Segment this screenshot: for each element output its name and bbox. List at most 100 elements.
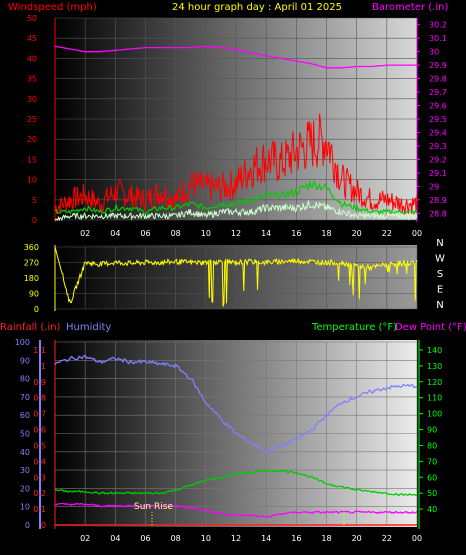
temperature-line xyxy=(54,469,418,497)
humidity-tick-label: 80 xyxy=(20,375,30,384)
rain-tick-label: 0.8 xyxy=(33,394,46,403)
wind-x-tick-label: 10 xyxy=(201,229,211,238)
temp-x-tick-label: 00 xyxy=(412,534,422,543)
barometer-tick-label: 29.6 xyxy=(429,102,447,111)
rain-tick-label: 0.9 xyxy=(33,378,46,387)
barometer-tick-label: 28.8 xyxy=(429,209,447,218)
dewpoint-line xyxy=(54,502,418,518)
wind-ticks: 0 5 10 15 20 25 30 35 40 45 50 28.8 28.9 29 29.1 29.2 29… xyxy=(27,14,447,238)
humidity-line xyxy=(54,354,418,454)
direction-compass-label: N xyxy=(436,300,443,311)
direction-y-tick-label: 270 xyxy=(24,259,39,268)
rain-tick-label: 0.4 xyxy=(33,457,46,466)
temp-x-tick-label: 12 xyxy=(231,534,241,543)
wind-y-tick-label: 35 xyxy=(27,75,37,84)
wind-x-tick-label: 08 xyxy=(171,229,181,238)
temp-tick-label: 50 xyxy=(427,489,437,498)
temp-x-tick-label: 10 xyxy=(201,534,211,543)
barometer-tick-label: 29.5 xyxy=(429,115,447,124)
barometer-tick-label: 30.1 xyxy=(429,34,447,43)
barometer-tick-label: 30 xyxy=(429,48,439,57)
temp-x-tick-label: 06 xyxy=(140,534,150,543)
temp-x-tick-label: 18 xyxy=(321,534,331,543)
wind-y-tick-label: 5 xyxy=(32,196,37,205)
direction-compass-label: E xyxy=(437,285,443,296)
temp-tick-label: 90 xyxy=(427,426,437,435)
wind-y-tick-label: 15 xyxy=(27,155,37,164)
temp-ticks: 010203040506070809010000.10.20.30.40.50.… xyxy=(15,338,443,543)
rain-tick-label: 1 xyxy=(41,362,46,371)
wind-y-tick-label: 40 xyxy=(27,54,37,63)
temp-series xyxy=(54,354,418,526)
wind-y-tick-label: 10 xyxy=(27,176,37,185)
rain-tick-label: 0.3 xyxy=(33,473,46,482)
wind-y-tick-label: 50 xyxy=(27,14,37,23)
rain-tick-label: 0.5 xyxy=(33,441,46,450)
wind-y-tick-label: 45 xyxy=(27,34,37,43)
barometer-tick-label: 29.2 xyxy=(429,155,447,164)
humidity-tick-label: 40 xyxy=(20,448,30,457)
humidity-axis-title: Humidity xyxy=(66,322,111,333)
humidity-tick-label: 70 xyxy=(20,393,30,402)
direction-y-tick-label: 90 xyxy=(29,290,39,299)
windspeed-axis-title: Windspeed (mph) xyxy=(8,2,97,13)
barometer-tick-label: 29 xyxy=(429,182,439,191)
humidity-tick-label: 0 xyxy=(25,521,30,530)
wind-x-tick-label: 00 xyxy=(412,229,422,238)
direction-compass-label: W xyxy=(435,254,445,265)
rain-tick-label: 0.1 xyxy=(33,505,46,514)
dewpoint-axis-title: Dew Point (°F) xyxy=(395,322,466,333)
temp-tick-label: 140 xyxy=(427,346,442,355)
humidity-tick-label: 10 xyxy=(20,503,30,512)
direction-y-tick-label: 0 xyxy=(34,305,39,314)
barometer-tick-label: 29.3 xyxy=(429,142,447,151)
wind-y-tick-label: 20 xyxy=(27,135,37,144)
barometer-tick-label: 30.2 xyxy=(429,21,447,30)
wind-x-tick-label: 14 xyxy=(261,229,271,238)
temp-x-tick-label: 02 xyxy=(80,534,90,543)
wind-x-tick-label: 16 xyxy=(291,229,301,238)
direction-grid xyxy=(55,246,418,310)
wind-y-tick-label: 30 xyxy=(27,95,37,104)
humidity-tick-label: 90 xyxy=(20,356,30,365)
temp-tick-label: 60 xyxy=(427,473,437,482)
wind-x-tick-label: 20 xyxy=(352,229,362,238)
humidity-tick-label: 50 xyxy=(20,430,30,439)
direction-y-tick-label: 360 xyxy=(24,243,39,252)
chart-title: 24 hour graph day : April 01 2025 xyxy=(172,2,342,13)
wind-series xyxy=(54,45,418,222)
barometer-tick-label: 29.9 xyxy=(429,61,447,70)
temp-x-tick-label: 14 xyxy=(261,534,271,543)
direction-compass-label: S xyxy=(437,269,443,280)
temp-tick-label: 130 xyxy=(427,362,442,371)
barometer-tick-label: 28.9 xyxy=(429,196,447,205)
temp-tick-label: 120 xyxy=(427,378,442,387)
temp-x-tick-label: 08 xyxy=(171,534,181,543)
wind-average-line xyxy=(54,180,418,216)
barometer-tick-label: 29.8 xyxy=(429,75,447,84)
temperature-axis-title: Temperature (°F) xyxy=(311,322,397,333)
barometer-line xyxy=(54,45,417,69)
wind-x-tick-label: 02 xyxy=(80,229,90,238)
wind-x-tick-label: 12 xyxy=(231,229,241,238)
humidity-tick-label: 60 xyxy=(20,411,30,420)
sunrise-label: Sun Rise xyxy=(134,502,173,512)
wind-y-tick-label: 25 xyxy=(27,115,37,124)
wind-gust-line xyxy=(54,113,418,215)
direction-y-tick-label: 180 xyxy=(24,274,39,283)
wind-speed-line xyxy=(54,200,418,222)
rainfall-axis-title: Rainfall (.in) xyxy=(0,322,61,333)
direction-series xyxy=(54,246,418,307)
temp-x-tick-label: 20 xyxy=(352,534,362,543)
barometer-tick-label: 29.1 xyxy=(429,169,447,178)
barometer-tick-label: 29.7 xyxy=(429,88,447,97)
wind-x-tick-label: 04 xyxy=(110,229,120,238)
temp-tick-label: 40 xyxy=(427,505,437,514)
rain-tick-label: 0.7 xyxy=(33,410,46,419)
wind-x-tick-label: 06 xyxy=(140,229,150,238)
temp-tick-label: 110 xyxy=(427,394,442,403)
direction-line xyxy=(54,246,418,307)
temp-x-tick-label: 22 xyxy=(382,534,392,543)
